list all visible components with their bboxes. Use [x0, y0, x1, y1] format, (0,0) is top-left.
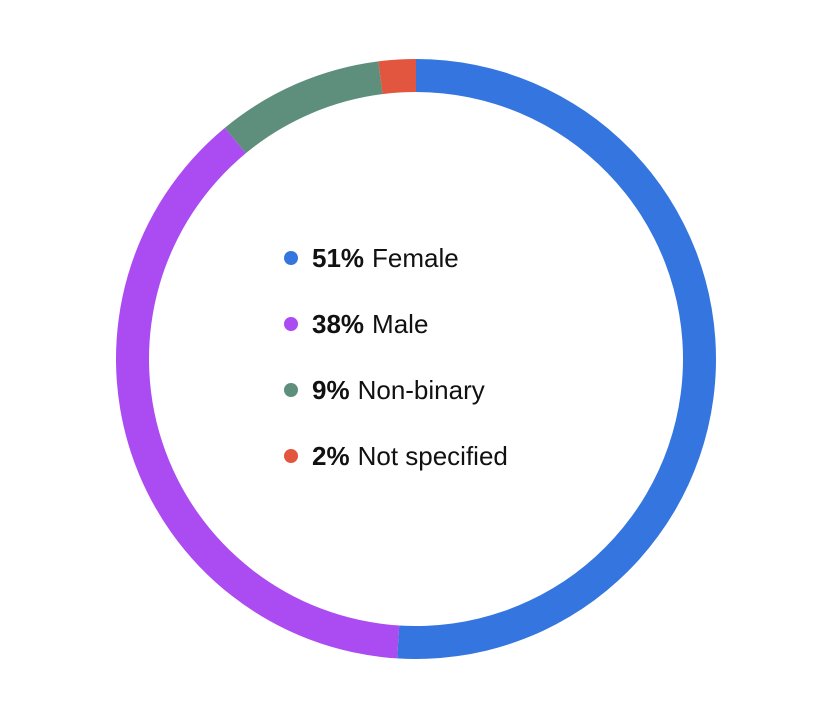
legend-dot-male: [284, 317, 298, 331]
legend-percent-not-specified: 2%: [312, 440, 350, 471]
legend-percent-male: 38%: [312, 308, 365, 339]
legend-dot-female: [284, 251, 298, 265]
donut-slice-not-specified: [378, 59, 416, 95]
legend-item-male: 38% Male: [284, 306, 508, 342]
legend-item-female: 51% Female: [284, 240, 508, 276]
legend-label-female: Female: [372, 242, 459, 273]
legend-item-not-specified: 2% Not specified: [284, 438, 508, 474]
legend-label-not-specified: Not specified: [357, 440, 508, 471]
donut-slice-male: [115, 127, 400, 659]
legend-label-male: Male: [372, 308, 429, 339]
legend-dot-non-binary: [284, 383, 298, 397]
legend-dot-not-specified: [284, 449, 298, 463]
donut-slice-non-binary: [224, 61, 383, 154]
legend-label-non-binary: Non-binary: [357, 374, 485, 405]
legend-percent-non-binary: 9%: [312, 374, 350, 405]
legend-item-non-binary: 9% Non-binary: [284, 372, 508, 408]
legend-percent-female: 51%: [312, 242, 365, 273]
legend: 51% Female 38% Male 9% Non-binary 2% Not…: [284, 240, 508, 474]
